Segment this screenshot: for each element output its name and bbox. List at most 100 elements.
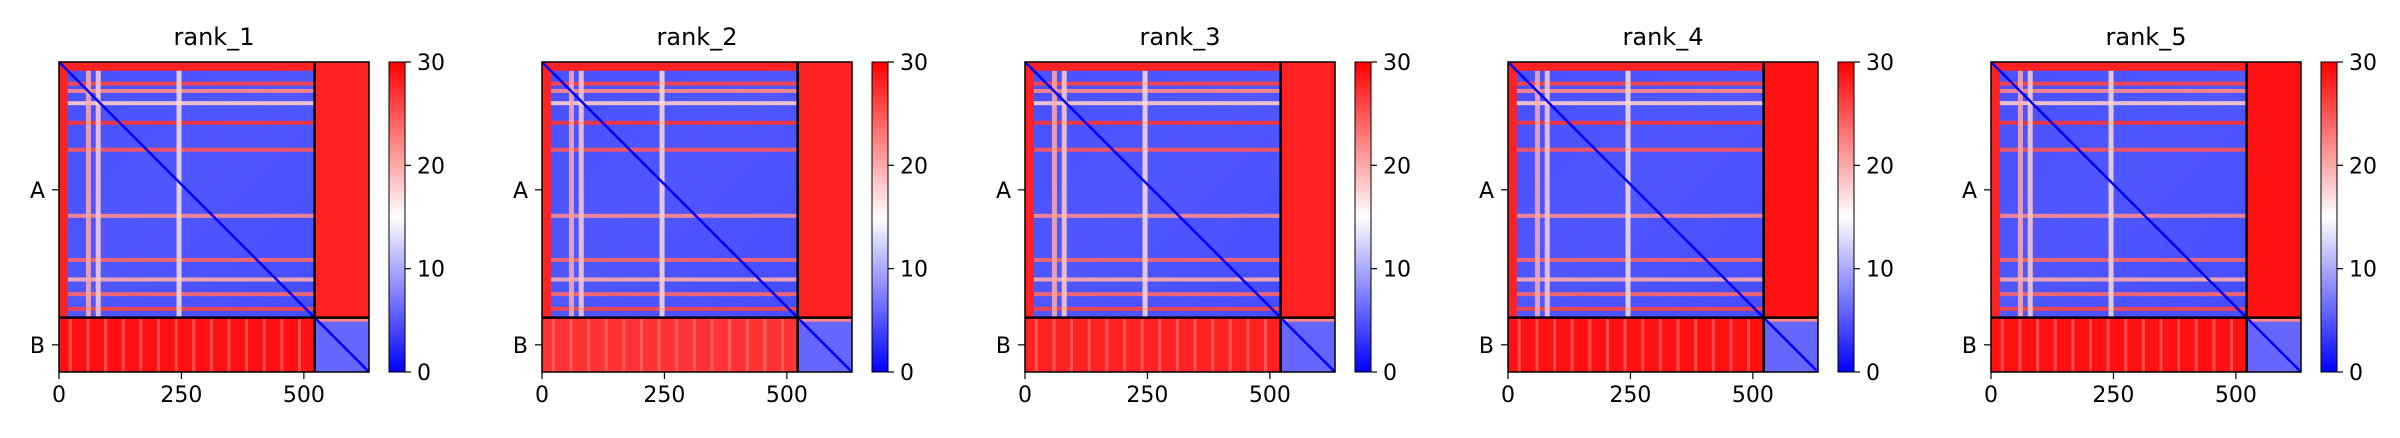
a-a-row-stripe <box>67 120 315 125</box>
b-a-texture <box>1246 317 1250 372</box>
block-b-a <box>59 317 315 372</box>
b-a-texture <box>2159 317 2163 372</box>
b-a-texture <box>156 317 160 372</box>
x-tick-label: 0 <box>1501 383 1515 408</box>
b-a-texture <box>2177 317 2181 372</box>
a-a-row-stripe <box>1033 101 1281 106</box>
a-a-row-stripe <box>1516 101 1764 106</box>
b-b-edge <box>2246 317 2301 322</box>
a-a-row-stripe <box>67 213 315 218</box>
b-a-texture <box>639 317 643 372</box>
diagonal <box>1990 61 2302 373</box>
a-a-row-stripe <box>550 120 798 125</box>
b-a-texture <box>1535 317 1539 372</box>
a-a-row-stripe <box>1999 306 2247 311</box>
colorbar-tick-label: 20 <box>2349 154 2377 179</box>
b-a-texture <box>2036 317 2040 372</box>
a-a-left-band <box>1991 62 2000 318</box>
a-a-row-stripe <box>550 213 798 218</box>
b-a-texture <box>2088 317 2092 372</box>
a-a-row-stripe <box>1033 277 1281 282</box>
b-a-texture <box>104 317 108 372</box>
b-a-texture <box>675 317 679 372</box>
b-b-edge <box>1280 317 1335 322</box>
a-a-row-stripe <box>1516 120 1764 125</box>
block-b-a <box>1508 317 1764 372</box>
a-a-row-stripe <box>1999 81 2247 86</box>
a-a-row-stripe <box>1033 81 1281 86</box>
a-a-row-stripe <box>1999 147 2247 152</box>
a-a-col-stripe <box>2108 70 2114 318</box>
colorbar-tick-label: 30 <box>2349 51 2377 76</box>
b-a-texture <box>1729 317 1733 372</box>
b-a-texture <box>262 317 266 372</box>
b-a-texture <box>622 317 626 372</box>
colorbar-tick-label: 20 <box>1866 154 1894 179</box>
x-tick-label: 500 <box>1732 383 1774 408</box>
a-a-row-stripe <box>67 101 315 106</box>
diagonal <box>1507 61 1819 373</box>
diagonal <box>58 61 370 373</box>
y-tick-label-a: A <box>996 179 1011 204</box>
b-a-texture <box>1122 317 1126 372</box>
b-a-texture <box>227 317 231 372</box>
a-a-row-stripe <box>550 81 798 86</box>
x-tick-label: 500 <box>1249 383 1291 408</box>
a-a-row-stripe <box>67 81 315 86</box>
a-a-left-band <box>1025 62 1034 318</box>
b-a-texture <box>1517 317 1521 372</box>
panel-title: rank_2 <box>657 23 738 51</box>
colorbar <box>388 61 406 373</box>
a-a-top-band <box>1025 62 1281 71</box>
a-a-row-stripe <box>1999 120 2247 125</box>
colorbar-tick-label: 10 <box>900 258 928 283</box>
a-a-col-stripe <box>1061 70 1067 318</box>
a-a-row-stripe <box>1033 120 1281 125</box>
colorbar-tick-label: 20 <box>900 154 928 179</box>
x-tick-label: 250 <box>1126 383 1168 408</box>
heatmap-frame <box>541 61 853 373</box>
a-a-row-stripe <box>550 101 798 106</box>
b-a-texture <box>587 317 591 372</box>
colorbar-tick-label: 30 <box>417 51 445 76</box>
y-tick-label-a: A <box>1962 179 1977 204</box>
colorbar-tick-label: 10 <box>417 258 445 283</box>
block-a-b <box>1763 62 1818 318</box>
colorbar-tick-label: 30 <box>900 51 928 76</box>
a-a-row-stripe <box>1999 292 2247 297</box>
b-a-texture <box>1658 317 1662 372</box>
a-a-col-stripe <box>1051 70 1057 318</box>
b-a-texture <box>1175 317 1179 372</box>
x-tick-label: 250 <box>1609 383 1651 408</box>
block-b-a <box>542 317 798 372</box>
x-tick-label: 250 <box>2092 383 2134 408</box>
a-a-row-stripe <box>1033 292 1281 297</box>
b-a-texture <box>209 317 213 372</box>
b-a-texture <box>2141 317 2145 372</box>
b-a-texture <box>1228 317 1232 372</box>
b-a-texture <box>604 317 608 372</box>
colorbar-tick-label: 20 <box>417 154 445 179</box>
colorbar-tick-label: 10 <box>1383 258 1411 283</box>
b-a-texture <box>192 317 196 372</box>
a-a-row-stripe <box>550 147 798 152</box>
a-a-row-stripe <box>550 277 798 282</box>
b-a-texture <box>763 317 767 372</box>
x-tick-label: 500 <box>766 383 808 408</box>
b-a-texture <box>1623 317 1627 372</box>
colorbar <box>2320 61 2338 373</box>
heatmap-frame <box>58 61 370 373</box>
b-a-texture <box>174 317 178 372</box>
b-a-texture <box>139 317 143 372</box>
b-a-texture <box>1694 317 1698 372</box>
b-a-texture <box>745 317 749 372</box>
b-a-texture <box>2071 317 2075 372</box>
heatmap-frame <box>1990 61 2302 373</box>
b-a-texture <box>1570 317 1574 372</box>
colorbar-tick-label: 30 <box>1866 51 1894 76</box>
a-a-row-stripe <box>1516 81 1764 86</box>
